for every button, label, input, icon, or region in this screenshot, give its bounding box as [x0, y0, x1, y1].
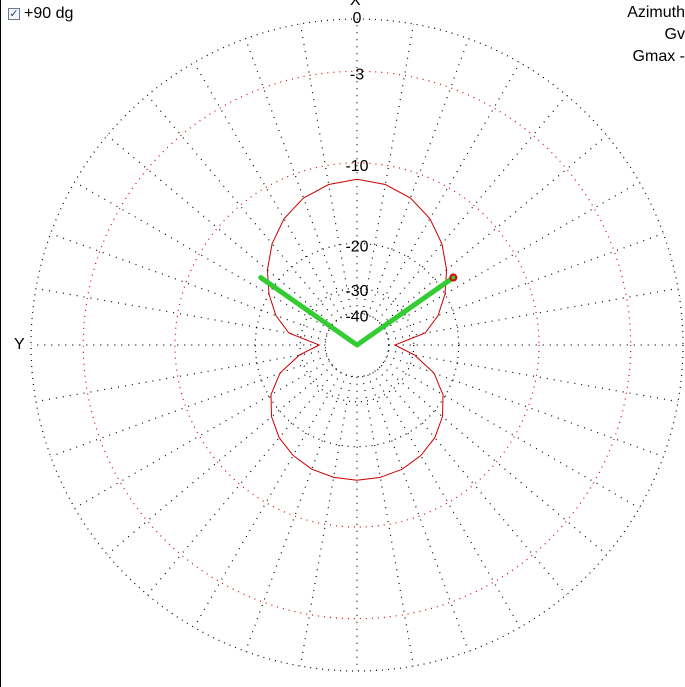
grid-spoke-340 [244, 38, 347, 316]
grid-ring-2 [174, 162, 540, 528]
grid-spoke-80 [388, 287, 679, 341]
beam-marker [449, 273, 458, 282]
beam-line-0 [258, 275, 360, 348]
info-azimuth: Azimuth [627, 4, 685, 21]
grid-spoke-280 [35, 287, 326, 341]
grid-spoke-310 [106, 134, 334, 326]
grid-ring-4 [299, 287, 415, 403]
grid-spoke-100 [388, 349, 679, 403]
axis-x-label: X [350, 0, 361, 9]
info-gv: Gv [664, 26, 685, 43]
radiation-pattern [266, 178, 448, 481]
panel-border [0, 0, 1, 687]
grid-spoke-20 [367, 38, 470, 316]
grid-spoke-160 [367, 374, 470, 652]
grid-spoke-210 [193, 372, 342, 628]
info-gmax: Gmax - [632, 48, 685, 65]
grid-spoke-140 [376, 368, 568, 596]
grid-spoke-110 [386, 355, 664, 458]
ring-label-1: -3 [350, 66, 364, 83]
plus90-checkbox[interactable]: ✓ [8, 8, 20, 20]
ring-label-4: -30 [345, 283, 368, 300]
ring-label-5: -40 [345, 308, 368, 325]
grid-spoke-290 [50, 232, 328, 335]
grid-spoke-70 [386, 232, 664, 335]
grid-spoke-30 [372, 62, 521, 318]
grid-spoke-170 [361, 376, 415, 667]
pattern-info: Azimuth Gv Gmax - [627, 2, 685, 68]
grid-spoke-150 [372, 372, 521, 628]
check-icon: ✓ [9, 8, 19, 20]
grid-spoke-330 [193, 62, 342, 318]
grid-spoke-220 [146, 368, 338, 596]
grid-spoke-260 [35, 349, 326, 403]
grid-spoke-300 [74, 181, 330, 330]
grid-spoke-60 [384, 181, 640, 330]
grid-ring-3 [254, 242, 460, 448]
grid-ring-1 [82, 70, 632, 620]
ring-label-2: -10 [345, 158, 368, 175]
ring-label-0: 0 [353, 10, 362, 27]
beam-line-1 [354, 275, 456, 348]
grid-spoke-120 [384, 360, 640, 509]
grid-spoke-190 [299, 376, 353, 667]
axis-y-label: Y [14, 336, 25, 353]
ring-label-3: -20 [345, 238, 368, 255]
grid-spoke-40 [376, 94, 568, 322]
grid-spoke-50 [380, 134, 608, 326]
grid-spoke-240 [74, 360, 330, 509]
grid-spoke-350 [299, 23, 353, 314]
grid-spoke-230 [106, 364, 334, 556]
plus90-label: +90 dg [24, 5, 74, 22]
grid-spoke-200 [244, 374, 347, 652]
plus90-toggle[interactable]: ✓ +90 dg [8, 5, 73, 23]
grid-spoke-130 [380, 364, 608, 556]
grid-spoke-250 [50, 355, 328, 458]
grid-spoke-10 [361, 23, 415, 314]
grid-spoke-320 [146, 94, 338, 322]
